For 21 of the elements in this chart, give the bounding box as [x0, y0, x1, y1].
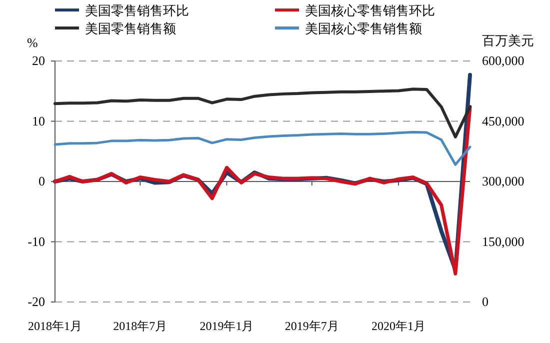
y-axis-title: % [27, 35, 38, 50]
legend-label: 美国零售销售额 [85, 21, 176, 36]
y-tick-label: 20 [32, 53, 45, 68]
y-tick-label: 10 [32, 113, 45, 128]
y2-tick-label: 600,000 [482, 53, 524, 68]
legend-label: 美国零售销售环比 [85, 3, 189, 18]
legend-label: 美国核心零售销售额 [305, 21, 422, 36]
x-tick-label: 2018年7月 [113, 319, 168, 333]
y2-tick-label: 300,000 [482, 174, 524, 188]
y-tick-label: -10 [28, 234, 45, 249]
y2-tick-label: 0 [482, 294, 488, 309]
x-tick-label: 2018年1月 [28, 319, 82, 333]
y2-tick-label: 150,000 [482, 234, 524, 249]
x-tick-label: 2019年7月 [284, 319, 339, 333]
x-tick-label: 2020年1月 [371, 319, 426, 333]
y-tick-label: 0 [38, 174, 45, 188]
y-tick-label: -20 [28, 294, 45, 309]
y2-tick-label: 450,000 [482, 113, 524, 128]
legend-label: 美国核心零售销售环比 [305, 3, 435, 18]
x-tick-label: 2019年1月 [200, 319, 254, 333]
y2-axis-title: 百万美元 [482, 33, 534, 48]
